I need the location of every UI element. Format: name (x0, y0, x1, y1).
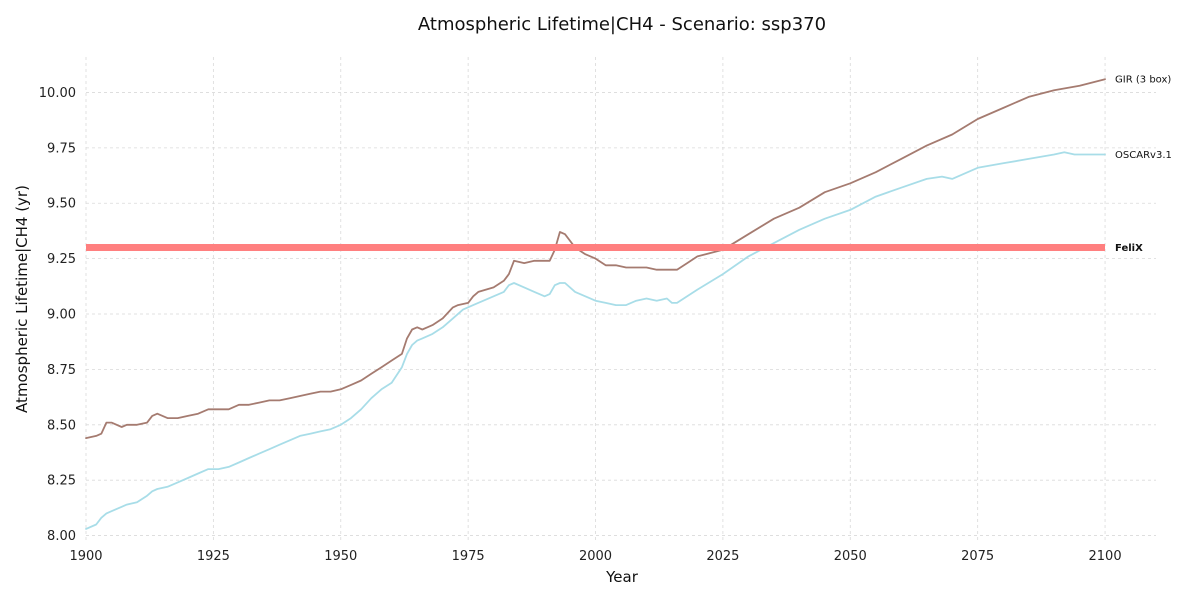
series-label-felix: FeliX (1115, 243, 1143, 254)
series-labels: GIR (3 box) OSCARv3.1 FeliX (1115, 75, 1172, 254)
series-label-gir-3-box: GIR (3 box) (1115, 75, 1171, 86)
y-tick-label: 10.00 (39, 86, 76, 101)
y-tick-label: 8.00 (47, 529, 76, 544)
chart-title: Atmospheric Lifetime|CH4 - Scenario: ssp… (418, 14, 826, 35)
x-tick-label: 1975 (452, 549, 485, 564)
y-tick-label: 8.50 (47, 418, 76, 433)
x-tick-label: 2025 (706, 549, 739, 564)
y-tick-label: 8.25 (47, 474, 76, 489)
y-tick-label: 9.75 (47, 141, 76, 156)
y-axis-label: Atmospheric Lifetime|CH4 (yr) (13, 185, 31, 413)
y-tick-label: 9.50 (47, 197, 76, 212)
series-lines (85, 78, 1106, 530)
x-tick-label: 2000 (579, 549, 612, 564)
x-tick-label: 2075 (961, 549, 994, 564)
y-tick-label: 9.00 (47, 308, 76, 323)
x-tick-label: 1925 (197, 549, 230, 564)
series-line-oscarv3-1 (85, 151, 1106, 530)
x-tick-label: 2050 (834, 549, 867, 564)
series-line-gir-3-box (85, 78, 1106, 440)
series-label-oscarv3-1: OSCARv3.1 (1115, 150, 1172, 161)
y-tick-label: 8.75 (47, 363, 76, 378)
x-tick-label: 1950 (324, 549, 357, 564)
x-tick-label: 2100 (1089, 549, 1122, 564)
x-tick-label: 1900 (69, 549, 102, 564)
x-axis-ticks: 1900 1925 1950 1975 2000 2025 2050 2075 2100 (69, 549, 1121, 564)
y-tick-label: 9.25 (47, 252, 76, 267)
y-axis-ticks: 8.00 8.25 8.50 8.75 9.00 9.25 9.50 9.75 10.00 (39, 86, 76, 544)
grid (85, 57, 1156, 540)
x-axis-label: Year (605, 568, 639, 586)
